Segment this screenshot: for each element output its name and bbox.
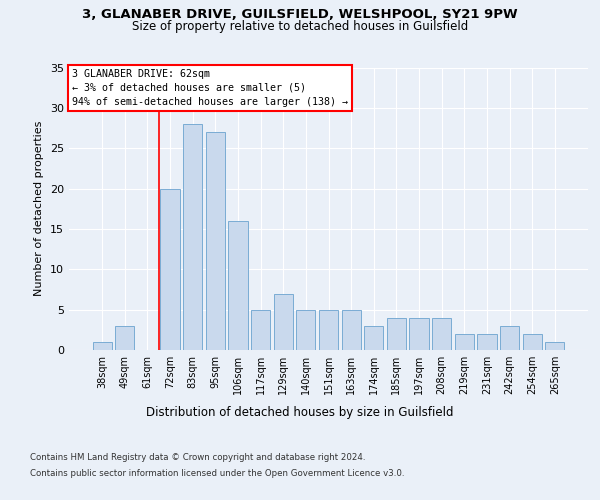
- Bar: [92, 342, 112, 350]
- Y-axis label: Number of detached properties: Number of detached properties: [34, 121, 44, 296]
- Bar: [115, 326, 134, 350]
- Text: Size of property relative to detached houses in Guilsfield: Size of property relative to detached ho…: [132, 20, 468, 33]
- Bar: [274, 294, 293, 350]
- Bar: [251, 310, 270, 350]
- Text: Contains HM Land Registry data © Crown copyright and database right 2024.: Contains HM Land Registry data © Crown c…: [30, 454, 365, 462]
- Bar: [477, 334, 497, 350]
- Bar: [183, 124, 202, 350]
- Bar: [545, 342, 565, 350]
- Bar: [364, 326, 383, 350]
- Text: 3 GLANABER DRIVE: 62sqm
← 3% of detached houses are smaller (5)
94% of semi-deta: 3 GLANABER DRIVE: 62sqm ← 3% of detached…: [71, 69, 347, 107]
- Bar: [387, 318, 406, 350]
- Bar: [523, 334, 542, 350]
- Bar: [409, 318, 428, 350]
- Bar: [160, 188, 180, 350]
- Bar: [341, 310, 361, 350]
- Bar: [229, 221, 248, 350]
- Bar: [319, 310, 338, 350]
- Bar: [206, 132, 225, 350]
- Bar: [455, 334, 474, 350]
- Text: 3, GLANABER DRIVE, GUILSFIELD, WELSHPOOL, SY21 9PW: 3, GLANABER DRIVE, GUILSFIELD, WELSHPOOL…: [82, 8, 518, 20]
- Text: Contains public sector information licensed under the Open Government Licence v3: Contains public sector information licen…: [30, 468, 404, 477]
- Bar: [432, 318, 451, 350]
- Text: Distribution of detached houses by size in Guilsfield: Distribution of detached houses by size …: [146, 406, 454, 419]
- Bar: [500, 326, 519, 350]
- Bar: [296, 310, 316, 350]
